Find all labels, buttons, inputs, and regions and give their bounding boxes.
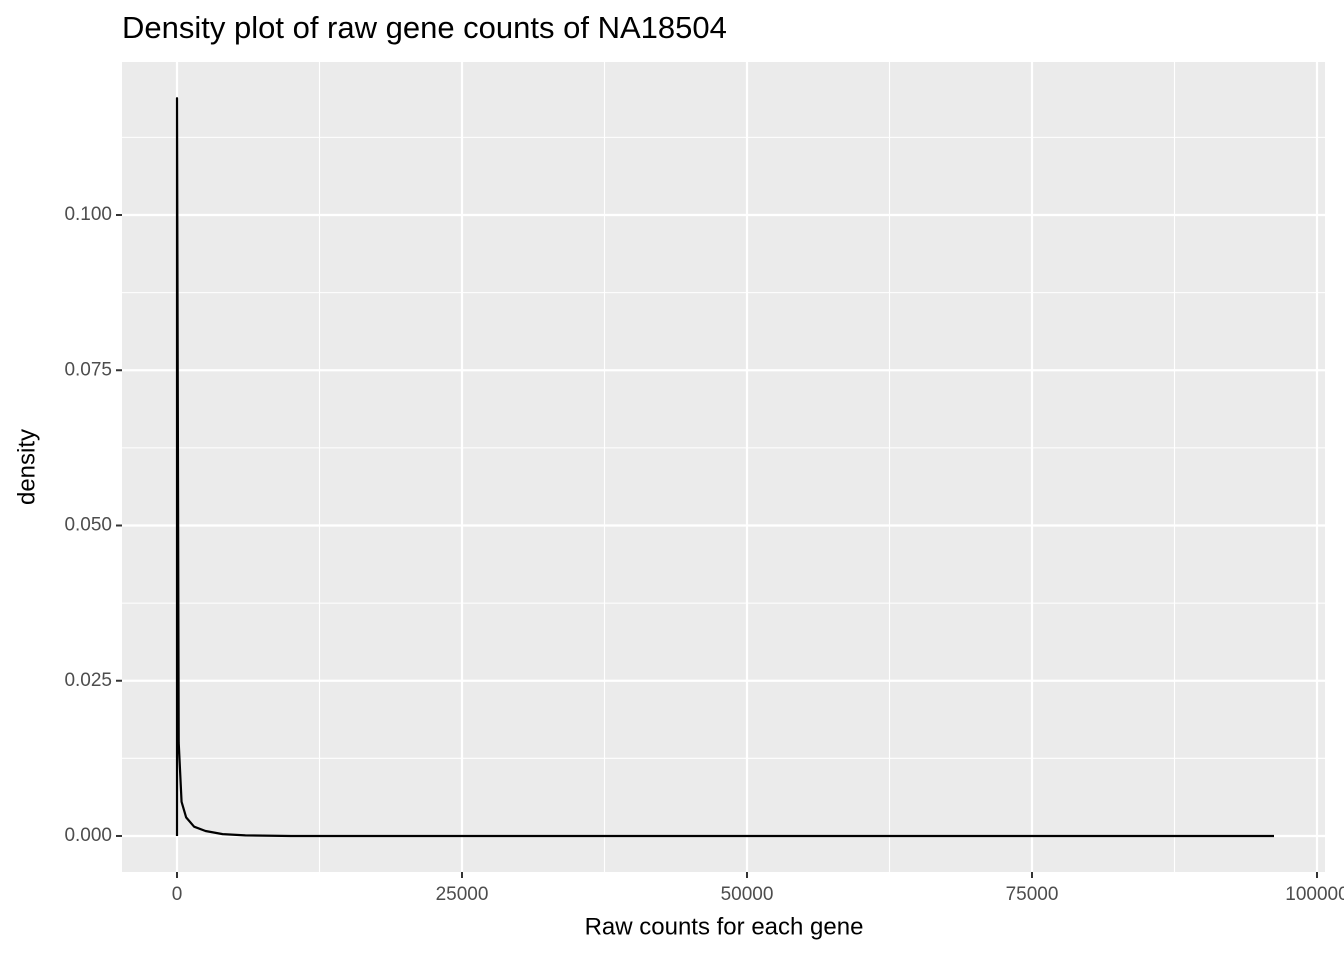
y-axis-label: density (13, 429, 40, 505)
x-tick-label: 0 (172, 884, 183, 905)
chart-title: Density plot of raw gene counts of NA185… (122, 10, 727, 45)
x-tick-label: 75000 (1006, 884, 1059, 905)
y-tick-label: 0.025 (64, 670, 112, 691)
x-tick-label: 25000 (436, 884, 489, 905)
panel (122, 62, 1325, 872)
x-tick-label: 50000 (721, 884, 774, 905)
density-line (175, 97, 1274, 838)
y-tick-label: 0.075 (64, 359, 112, 380)
y-tick-label: 0.050 (64, 515, 112, 536)
x-axis-label: Raw counts for each gene (585, 913, 864, 940)
y-tick-label: 0.100 (64, 204, 112, 225)
x-tick-label: 100000 (1285, 884, 1344, 905)
y-tick-label: 0.000 (64, 825, 112, 846)
